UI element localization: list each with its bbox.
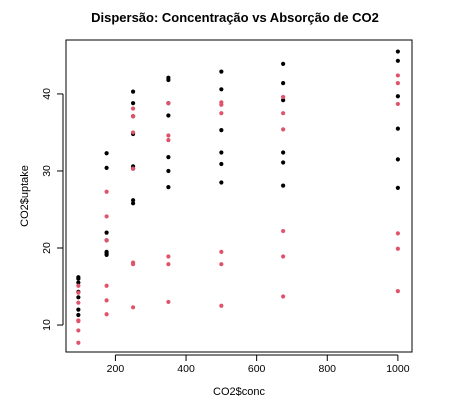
data-point-series-1 — [281, 160, 285, 164]
data-point-series-1 — [281, 81, 285, 85]
data-point-series-2 — [166, 254, 170, 258]
data-point-series-1 — [76, 275, 80, 279]
data-point-series-1 — [219, 87, 223, 91]
data-point-series-2 — [281, 95, 285, 99]
data-point-series-2 — [131, 262, 135, 266]
data-point-series-2 — [105, 284, 109, 288]
data-point-series-2 — [219, 262, 223, 266]
data-point-series-1 — [166, 113, 170, 117]
x-tick-label: 1000 — [386, 363, 410, 375]
x-axis: 200 400 600 800 1000 — [107, 355, 410, 375]
plot-frame — [66, 40, 412, 352]
data-point-series-2 — [131, 167, 135, 171]
data-point-series-1 — [281, 184, 285, 188]
data-point-series-1 — [131, 101, 135, 105]
x-tick-label: 600 — [248, 363, 266, 375]
data-point-series-1 — [281, 150, 285, 154]
data-point-series-2 — [76, 291, 80, 295]
data-point-series-2 — [396, 247, 400, 251]
y-tick-label: 40 — [41, 88, 53, 100]
y-axis-label: CO2$uptake — [19, 165, 31, 227]
data-point-series-1 — [281, 62, 285, 66]
data-point-series-2 — [105, 238, 109, 242]
data-point-series-2 — [219, 250, 223, 254]
chart-title: Dispersão: Concentração vs Absorção de C… — [91, 10, 379, 25]
data-point-series-1 — [76, 313, 80, 317]
y-axis: 10 20 30 40 — [41, 88, 63, 331]
data-point-series-2 — [396, 102, 400, 106]
data-point-series-2 — [396, 231, 400, 235]
data-point-series-1 — [219, 180, 223, 184]
data-point-series-1 — [131, 90, 135, 94]
data-point-series-2 — [131, 130, 135, 134]
data-point-series-2 — [105, 214, 109, 218]
data-point-series-2 — [76, 328, 80, 332]
data-point-series-2 — [281, 254, 285, 258]
data-point-series-1 — [166, 169, 170, 173]
data-point-series-2 — [76, 284, 80, 288]
data-point-series-2 — [219, 103, 223, 107]
x-tick-label: 400 — [177, 363, 195, 375]
data-point-series-2 — [105, 190, 109, 194]
data-point-series-1 — [396, 49, 400, 53]
data-point-series-2 — [396, 81, 400, 85]
data-point-series-1 — [105, 151, 109, 155]
data-point-series-2 — [281, 229, 285, 233]
data-point-series-1 — [219, 128, 223, 132]
data-point-series-1 — [219, 150, 223, 154]
data-point-series-2 — [396, 289, 400, 293]
data-point-series-2 — [396, 73, 400, 77]
data-point-series-2 — [166, 101, 170, 105]
y-tick-label: 20 — [41, 242, 53, 254]
data-points — [76, 49, 400, 344]
data-point-series-2 — [131, 106, 135, 110]
data-point-series-2 — [131, 305, 135, 309]
data-point-series-2 — [105, 312, 109, 316]
data-point-series-1 — [166, 155, 170, 159]
data-point-series-1 — [219, 162, 223, 166]
data-point-series-2 — [281, 294, 285, 298]
data-point-series-1 — [396, 126, 400, 130]
data-point-series-2 — [166, 138, 170, 142]
data-point-series-2 — [166, 300, 170, 304]
data-point-series-1 — [396, 186, 400, 190]
x-tick-label: 200 — [107, 363, 125, 375]
data-point-series-1 — [105, 230, 109, 234]
data-point-series-1 — [105, 166, 109, 170]
data-point-series-1 — [396, 157, 400, 161]
data-point-series-1 — [166, 78, 170, 82]
x-axis-label: CO2$conc — [213, 386, 265, 398]
data-point-series-1 — [166, 185, 170, 189]
data-point-series-2 — [281, 111, 285, 115]
data-point-series-2 — [166, 133, 170, 137]
y-tick-label: 30 — [41, 165, 53, 177]
data-point-series-2 — [76, 301, 80, 305]
data-point-series-2 — [281, 127, 285, 131]
data-point-series-1 — [76, 308, 80, 312]
data-point-series-2 — [166, 262, 170, 266]
data-point-series-1 — [396, 94, 400, 98]
y-tick-label: 10 — [41, 319, 53, 331]
data-point-series-2 — [219, 304, 223, 308]
data-point-series-2 — [105, 298, 109, 302]
data-point-series-1 — [105, 253, 109, 257]
data-point-series-1 — [396, 59, 400, 63]
data-point-series-1 — [131, 201, 135, 205]
data-point-series-2 — [76, 341, 80, 345]
data-point-series-2 — [131, 114, 135, 118]
data-point-series-1 — [76, 295, 80, 299]
x-tick-label: 800 — [318, 363, 336, 375]
data-point-series-2 — [219, 111, 223, 115]
data-point-series-2 — [76, 319, 80, 323]
data-point-series-1 — [219, 69, 223, 73]
